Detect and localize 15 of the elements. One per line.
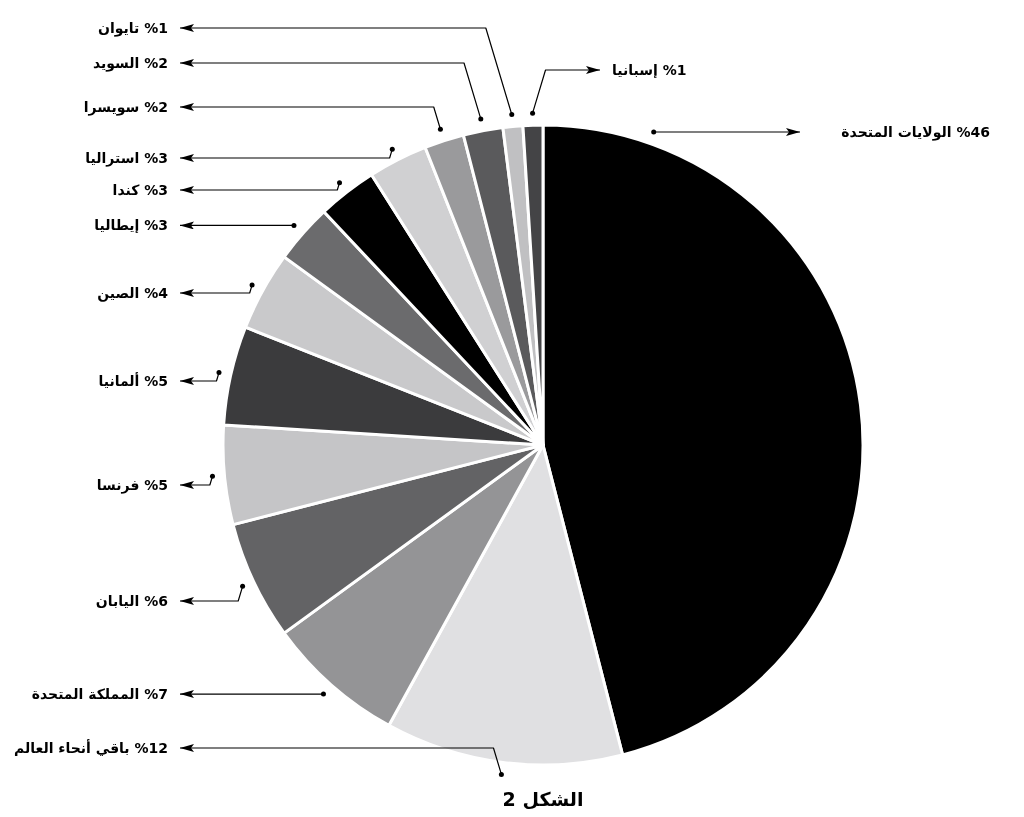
slice-label: %4 الصين [97,285,169,302]
slice-label: %5 فرنسا [96,477,168,494]
slice-label: %2 السويد [92,55,168,72]
slice-label: %7 المملكة المتحدة [31,686,168,703]
text: الشكل 2 [502,788,584,810]
slice-label: %3 كندا [112,182,168,198]
slice-label: %1 تايوان [98,20,168,37]
slice-label: %12 باقي أنحاء العالم [14,739,168,757]
slice-label: %3 إيطاليا [94,217,168,235]
slice-label: %46 الولايات المتحدة [841,124,990,142]
slice-label: %1 إسبانيا [612,62,687,79]
slice-label: %3 استراليا [85,150,168,167]
slice-label: %5 ألمانيا [98,372,168,389]
slice-label: %2 سويسرا [83,99,168,116]
slice-label: %6 اليابان [95,593,168,609]
